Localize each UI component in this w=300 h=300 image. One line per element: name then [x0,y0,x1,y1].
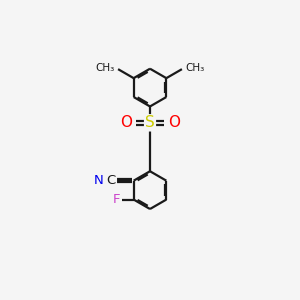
Text: CH₃: CH₃ [96,63,115,73]
Text: S: S [145,115,155,130]
Text: F: F [113,193,121,206]
Text: O: O [120,115,132,130]
Text: N: N [94,174,104,187]
Text: CH₃: CH₃ [185,63,204,73]
Text: O: O [168,115,180,130]
Text: C: C [107,174,116,187]
